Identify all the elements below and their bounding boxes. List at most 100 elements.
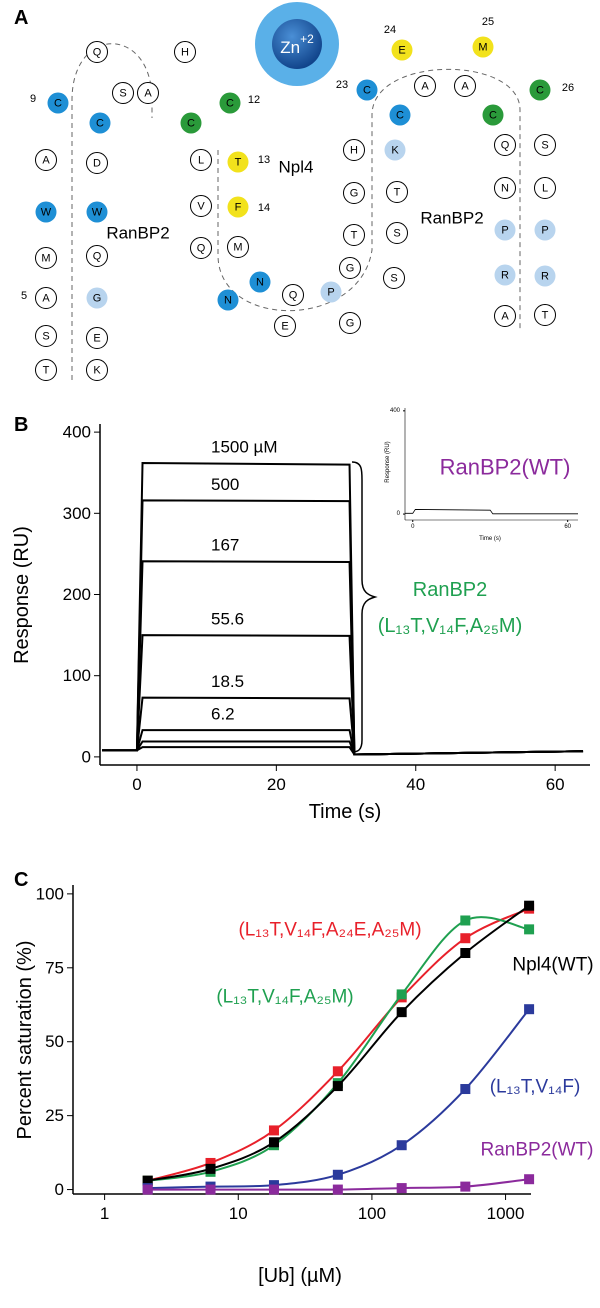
residue-letter: N xyxy=(224,295,232,307)
data-point xyxy=(332,1066,343,1077)
residue-circle xyxy=(494,177,516,199)
residue-circle xyxy=(180,112,202,134)
residue-letter: C xyxy=(396,110,404,122)
series-label: (L₁₃T,V₁₄F) xyxy=(490,1077,581,1098)
residue-circle xyxy=(343,182,365,204)
residue-circle xyxy=(227,151,249,173)
data-point xyxy=(205,1157,216,1168)
data-point xyxy=(268,1125,279,1136)
series-line xyxy=(405,509,578,515)
data-point xyxy=(268,1184,279,1195)
region-label: RanBP2 xyxy=(106,224,169,243)
residue-circle xyxy=(219,92,241,114)
residue-circle xyxy=(137,82,159,104)
x-tick-label: 1 xyxy=(100,1204,109,1223)
series-label: 167 xyxy=(211,536,239,555)
data-point xyxy=(460,948,471,959)
residue-circle xyxy=(389,104,411,126)
residue-circle xyxy=(35,247,57,269)
data-point xyxy=(142,1175,153,1186)
data-point xyxy=(205,1184,216,1195)
residue-number: 25 xyxy=(482,16,494,28)
residue-letter: G xyxy=(346,263,355,275)
residue-circle xyxy=(190,195,212,217)
series-label: RanBP2(WT) xyxy=(481,1140,594,1161)
residue-circle xyxy=(89,112,111,134)
residue-circle xyxy=(529,79,551,101)
residue-letter: T xyxy=(542,310,549,322)
series-line xyxy=(147,1008,530,1190)
residue-circle xyxy=(174,41,196,63)
residue-circle xyxy=(343,224,365,246)
residue-letter: F xyxy=(235,202,242,214)
inset-background xyxy=(370,400,582,550)
y-tick-label: 400 xyxy=(390,408,401,414)
residue-number: 9 xyxy=(30,93,36,105)
y-tick-label: 200 xyxy=(63,585,91,604)
residue-letter: T xyxy=(351,230,358,242)
residue-letter: T xyxy=(235,157,242,169)
data-point xyxy=(460,1181,471,1192)
residue-letter: C xyxy=(363,85,371,97)
ion-symbol: Zn xyxy=(280,38,300,57)
residue-circle xyxy=(494,134,516,156)
residue-letter: Q xyxy=(501,140,510,152)
residue-letter: Q xyxy=(93,251,102,263)
residue-number: 13 xyxy=(258,154,270,166)
residue-letter: S xyxy=(541,140,548,152)
x-tick-label: 1000 xyxy=(487,1204,525,1223)
residue-circle xyxy=(343,139,365,161)
residue-circle xyxy=(534,265,556,287)
residue-letter: E xyxy=(281,321,288,333)
residue-letter: A xyxy=(461,81,469,93)
residue-letter: C xyxy=(187,118,195,130)
data-point xyxy=(332,1169,343,1180)
data-point xyxy=(524,1174,535,1185)
residue-circle xyxy=(112,82,134,104)
residue-circle xyxy=(339,312,361,334)
residue-letter: S xyxy=(393,228,400,240)
residue-circle xyxy=(86,41,108,63)
residue-letter: A xyxy=(421,81,429,93)
data-point xyxy=(396,989,407,1000)
residue-circle xyxy=(86,152,108,174)
residue-circle xyxy=(384,139,406,161)
residue-letter: A xyxy=(144,88,152,100)
residue-circle xyxy=(534,177,556,199)
residue-letter: T xyxy=(43,365,50,377)
residue-number: 12 xyxy=(248,94,260,106)
residue-circle xyxy=(534,134,556,156)
series-line xyxy=(147,907,530,1182)
series-line xyxy=(102,560,584,756)
y-tick-label: 100 xyxy=(36,884,64,903)
series-line xyxy=(102,696,584,756)
data-point xyxy=(460,1084,471,1095)
residue-letter: R xyxy=(541,271,549,283)
residue-circle xyxy=(35,287,57,309)
residue-circle xyxy=(494,305,516,327)
x-tick-label: 10 xyxy=(229,1204,248,1223)
ion-core xyxy=(272,19,322,69)
x-tick-label: 20 xyxy=(267,775,286,794)
series-label: 1500 µM xyxy=(211,437,278,456)
residue-circle xyxy=(339,257,361,279)
region-label: RanBP2 xyxy=(420,209,483,228)
residue-letter: M xyxy=(41,253,50,265)
x-axis-title: Time (s) xyxy=(309,801,382,823)
panel-label: C xyxy=(14,869,28,891)
residue-circle xyxy=(35,149,57,171)
residue-circle xyxy=(227,196,249,218)
residue-circle xyxy=(217,289,239,311)
data-point xyxy=(524,1004,535,1015)
data-point xyxy=(460,915,471,926)
residue-letter: Q xyxy=(93,47,102,59)
residue-circle xyxy=(494,264,516,286)
y-tick-label: 75 xyxy=(45,958,64,977)
residue-circle xyxy=(47,92,69,114)
residue-letter: C xyxy=(54,98,62,110)
y-tick-label: 300 xyxy=(63,504,91,523)
residue-circle xyxy=(494,219,516,241)
series-label: RanBP2(WT) xyxy=(440,455,571,480)
residue-letter: L xyxy=(542,183,548,195)
